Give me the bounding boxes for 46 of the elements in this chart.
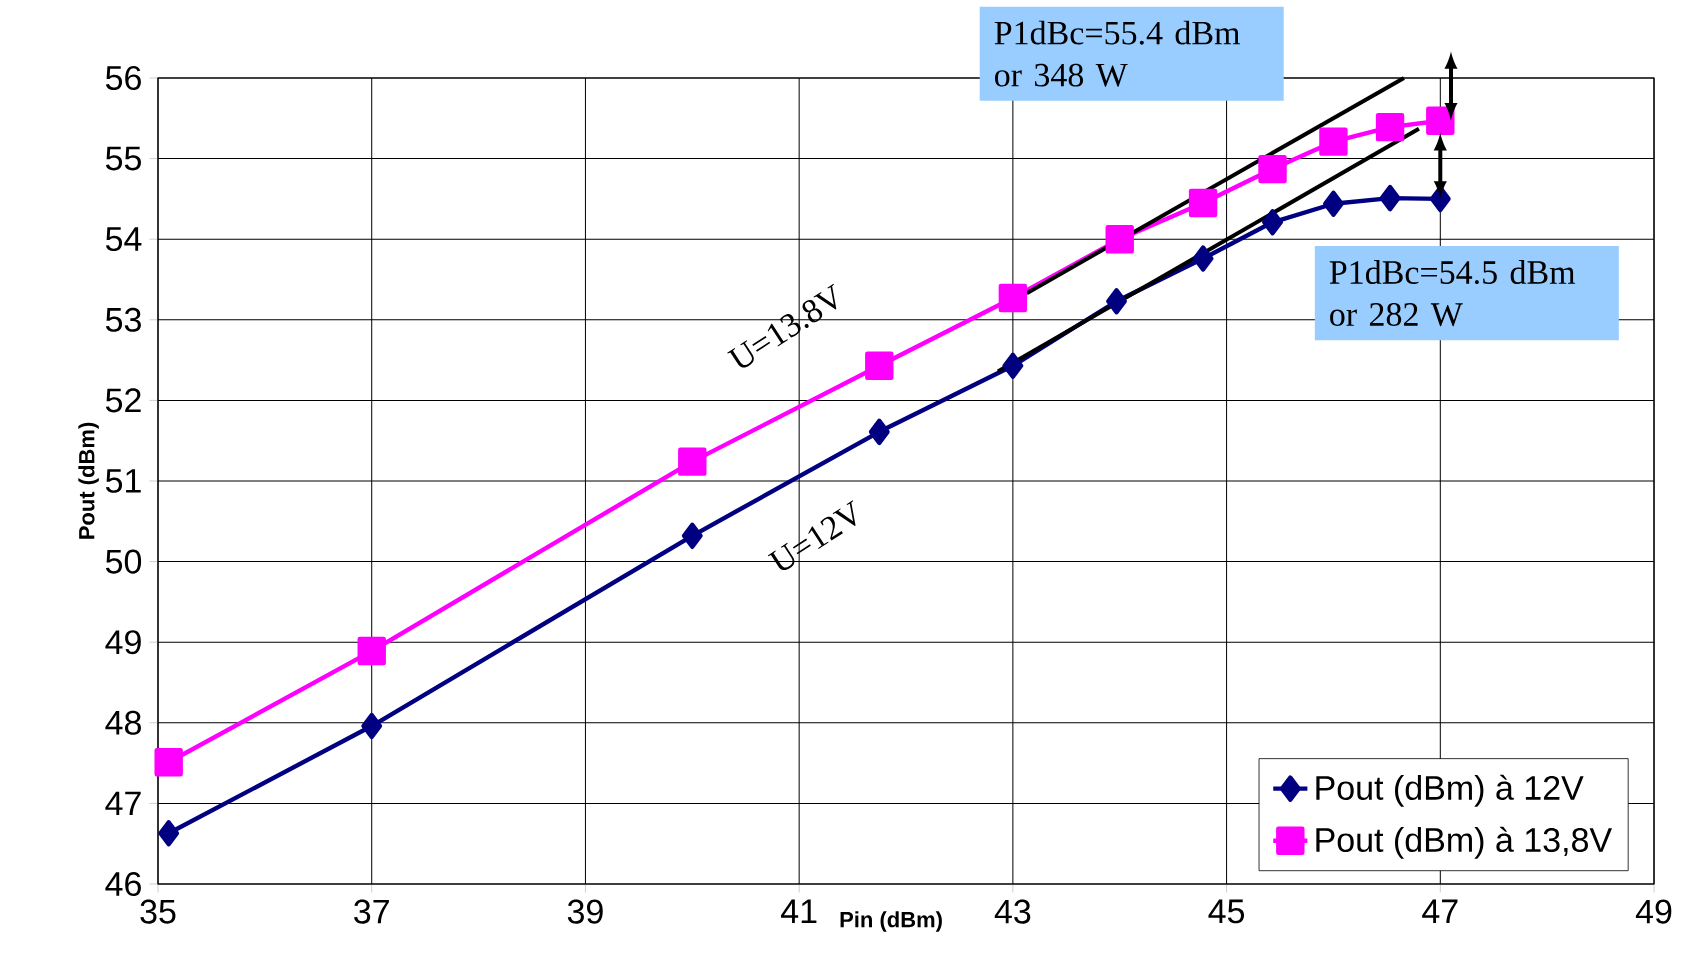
x-tick-label: 49 <box>1635 899 1672 924</box>
x-tick-label: 43 <box>994 899 1031 924</box>
y-tick-label: 52 <box>105 388 141 413</box>
y-tick-label: 54 <box>105 227 142 252</box>
point <box>1426 106 1455 135</box>
point <box>1106 288 1127 315</box>
x-axis-title: Pin (dBm) <box>840 911 942 932</box>
y-tick-label: 50 <box>105 549 142 574</box>
legend-label: Pout (dBm) à 12V <box>1316 774 1584 807</box>
point <box>678 447 707 476</box>
x-tick-label: 35 <box>140 899 176 924</box>
y-tick-label: 46 <box>105 871 141 897</box>
point <box>1105 225 1134 254</box>
y-tick-label: 55 <box>105 146 141 171</box>
x-tick-label: 45 <box>1208 899 1245 924</box>
point <box>158 820 180 847</box>
point <box>154 748 183 777</box>
x-tick-label: 37 <box>354 899 389 924</box>
point <box>1188 188 1218 218</box>
point <box>1258 154 1287 184</box>
y-tick-label: 51 <box>105 469 141 493</box>
y-tick-label: 56 <box>105 65 141 91</box>
y-axis-title: Pout (dBm) <box>78 422 99 539</box>
x-tick-label: 47 <box>1422 899 1458 923</box>
annotation: P1dBc=54.5 dBm or 282 W <box>1329 260 1576 327</box>
point <box>1319 127 1348 156</box>
point <box>868 418 890 446</box>
annotation: P1dBc=55.4 dBm or 348 W <box>994 20 1240 87</box>
point <box>1262 209 1283 236</box>
point <box>1322 190 1344 217</box>
point <box>1002 352 1024 379</box>
y-tick-label: 53 <box>105 307 141 332</box>
point <box>681 522 703 549</box>
point <box>361 712 383 740</box>
point <box>1379 184 1401 212</box>
y-tick-label: 47 <box>105 791 141 816</box>
point <box>357 636 386 666</box>
y-tick-label: 49 <box>105 630 141 655</box>
point <box>1375 112 1405 142</box>
x-tick-label: 39 <box>567 899 603 924</box>
point <box>1192 245 1214 272</box>
point <box>998 283 1028 313</box>
x-tick-label: 41 <box>781 899 817 923</box>
y-tick-label: 48 <box>105 710 141 735</box>
legend-label: Pout (dBm) à 13,8V <box>1316 826 1612 859</box>
point <box>865 351 894 380</box>
